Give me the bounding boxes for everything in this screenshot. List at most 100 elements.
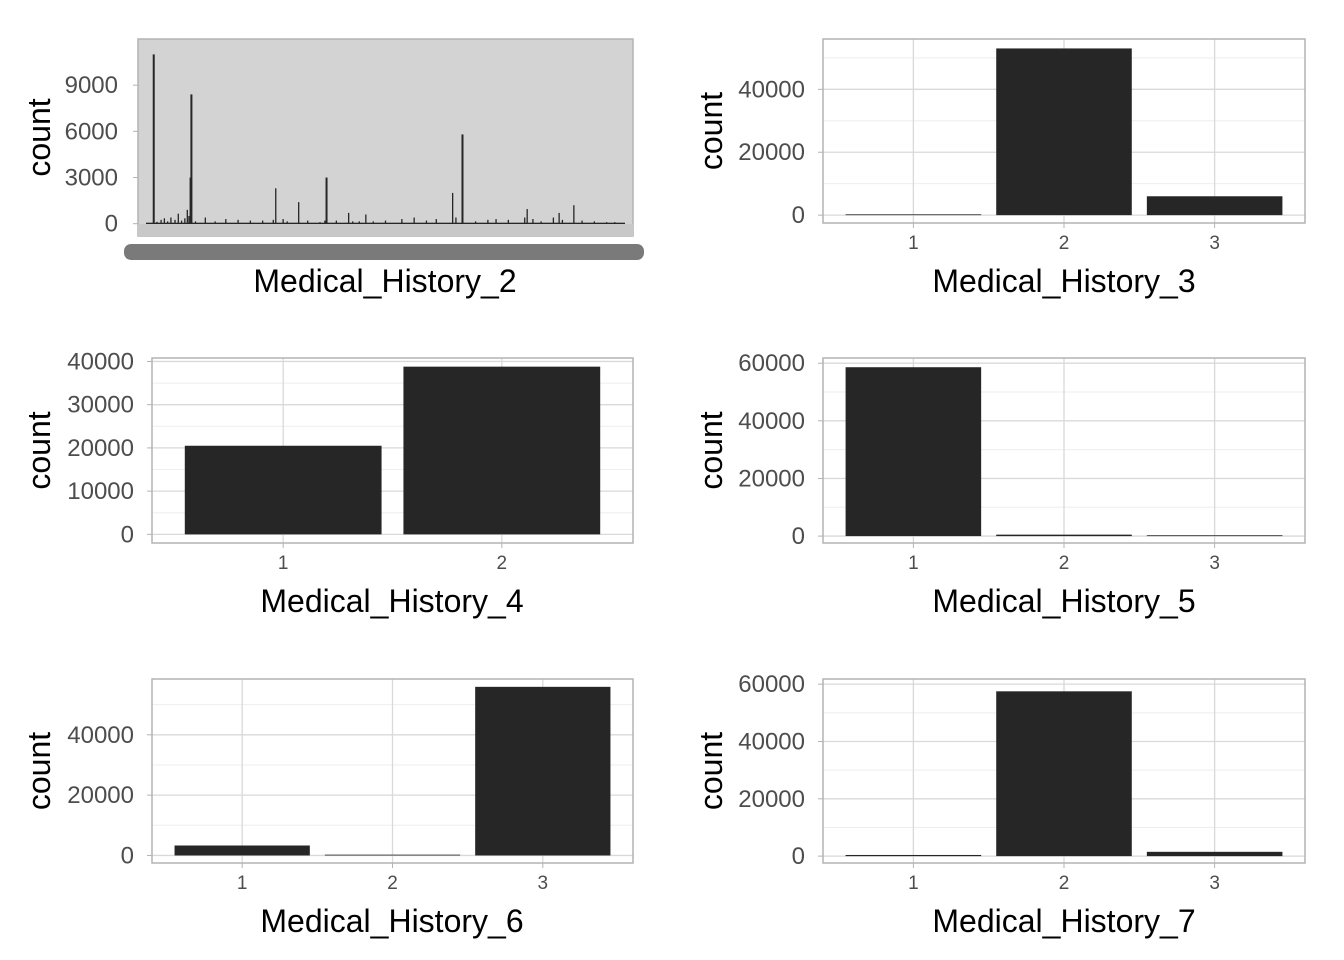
y-axis-label: count — [21, 98, 57, 176]
bar-mark — [325, 177, 328, 224]
bar-mark — [425, 220, 428, 224]
bar-mark — [194, 221, 197, 224]
bar-mark — [526, 209, 528, 224]
panel-medical-history-4: 1 2 0 10000 20000 30000 40000 Medical_History_4… — [21, 348, 634, 619]
bar-3 — [1146, 851, 1283, 857]
y-axis-label: count — [21, 411, 57, 489]
y-tick-label: 20000 — [67, 435, 134, 462]
bar-mark — [532, 219, 534, 224]
bar-mark — [455, 217, 457, 224]
bar-mark — [372, 221, 374, 224]
y-tick-label: 40000 — [738, 728, 805, 755]
panel-medical-history-3: 1 2 3 0 20000 40000 Medical_History_3 count — [693, 38, 1306, 299]
y-tick-label: 0 — [792, 843, 805, 870]
y-tick-label: 60000 — [738, 671, 805, 698]
x-tick-label: 3 — [1209, 873, 1220, 894]
y-tick-label: 20000 — [738, 465, 805, 492]
bar-mark — [282, 219, 284, 224]
panel-border — [822, 678, 1306, 864]
bar-mark — [177, 213, 179, 224]
y-tick-label: 9000 — [65, 72, 118, 99]
x-axis-label: Medical_History_7 — [932, 903, 1195, 939]
bar-2 — [403, 366, 601, 535]
y-tick-label: 40000 — [738, 408, 805, 435]
bar-mark — [307, 220, 309, 224]
bar-1 — [174, 845, 310, 856]
panel-border — [822, 357, 1306, 544]
bar-mark — [156, 221, 158, 224]
y-tick-label: 0 — [121, 521, 134, 548]
bar-mark — [384, 220, 387, 224]
bar-mark — [474, 221, 477, 224]
y-tick-label: 0 — [792, 202, 805, 229]
bar-mark — [184, 218, 186, 224]
bar-mark — [214, 221, 216, 224]
y-axis-label: count — [693, 732, 729, 810]
x-tick-label: 1 — [237, 873, 248, 894]
panel-border — [822, 38, 1306, 224]
x-tick-label: 2 — [1059, 233, 1070, 254]
bar-2 — [996, 691, 1132, 857]
y-axis-label: count — [21, 732, 57, 810]
x-tick-marks-band — [138, 224, 633, 236]
x-tick-label: 3 — [538, 873, 549, 894]
x-tick-label: 1 — [278, 553, 289, 574]
bar-mark — [237, 219, 239, 224]
panel-border — [151, 357, 634, 544]
bar-mark — [190, 94, 193, 224]
y-tick-label: 30000 — [67, 392, 134, 419]
bar-mark — [152, 54, 155, 224]
bar-mark — [495, 219, 497, 224]
bar-mark — [262, 220, 264, 224]
bar-mark — [413, 217, 415, 224]
bar-3 — [1146, 535, 1283, 537]
x-axis-label: Medical_History_2 — [253, 263, 516, 299]
x-axis-label: Medical_History_4 — [260, 583, 523, 619]
x-axis-label: Medical_History_6 — [260, 903, 523, 939]
x-tick-label: 1 — [908, 553, 919, 574]
y-tick-label: 60000 — [738, 350, 805, 377]
bar-mark — [540, 221, 542, 224]
bar-mark — [186, 209, 188, 224]
bar-mark — [204, 217, 206, 224]
bar-mark — [347, 212, 350, 224]
y-tick-label: 20000 — [738, 139, 805, 166]
bar-mark — [581, 220, 583, 224]
panel-border — [151, 678, 634, 864]
bar-mark — [573, 205, 575, 224]
y-tick-label: 40000 — [67, 722, 134, 749]
bar-3 — [475, 686, 611, 856]
bar-mark — [561, 219, 564, 224]
bar-mark — [524, 217, 526, 224]
panel-medical-history-7: 1 2 3 0 20000 40000 60000 Medical_History_7 coun… — [693, 671, 1306, 939]
y-tick-label: 0 — [792, 523, 805, 550]
bar-mark — [614, 222, 616, 224]
y-tick-label: 40000 — [738, 76, 805, 103]
bar-1 — [184, 445, 382, 535]
bar-mark — [163, 218, 166, 224]
x-axis-label: Medical_History_5 — [932, 583, 1195, 619]
bar-1 — [845, 367, 982, 537]
bar-mark — [298, 202, 300, 224]
x-tick-labels-overplotted — [124, 244, 644, 260]
panel-medical-history-5: 1 2 3 0 20000 40000 60000 Medical_History_5 coun… — [693, 350, 1306, 619]
panel-medical-history-2: 0 3000 6000 9000 Medical_History_2 count — [21, 38, 644, 299]
bar-mark — [335, 220, 338, 224]
bar-mark — [225, 219, 227, 224]
y-tick-label: 10000 — [67, 478, 134, 505]
bar-mark — [593, 221, 595, 224]
x-tick-label: 1 — [908, 873, 919, 894]
bar-mark — [452, 192, 454, 224]
bar-2 — [996, 48, 1132, 216]
x-tick-label: 2 — [1059, 873, 1070, 894]
bar-mark — [461, 134, 464, 224]
bar-mark — [487, 219, 489, 224]
bar-mark — [170, 217, 172, 224]
bar-3 — [1146, 196, 1283, 216]
bar-1 — [845, 214, 982, 216]
bar-mark — [558, 212, 560, 224]
bar-mark — [180, 220, 183, 224]
y-tick-label: 40000 — [67, 348, 134, 375]
y-axis-label: count — [693, 92, 729, 170]
